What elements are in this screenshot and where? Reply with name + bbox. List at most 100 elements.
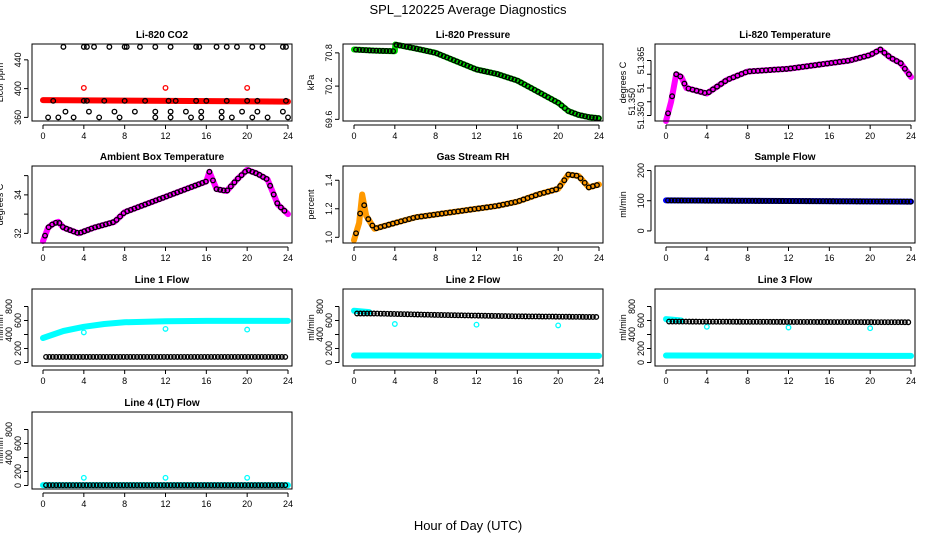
x-tick-label: 16 <box>824 253 834 263</box>
data-point-average <box>760 318 767 325</box>
y-axis-label: ml/min <box>306 314 316 341</box>
data-point-average <box>897 198 904 205</box>
x-tick-label: 24 <box>906 131 916 141</box>
data-point-average <box>803 198 810 205</box>
data-point-average <box>214 482 221 489</box>
data-point-average <box>762 197 769 204</box>
data-point-average <box>171 353 178 360</box>
data-point-average <box>814 319 821 325</box>
data-point-average <box>445 312 451 319</box>
data-point-average <box>790 318 797 325</box>
data-point-average <box>70 114 77 121</box>
data-point-average <box>366 47 373 54</box>
data-point-average <box>193 97 200 104</box>
panel-title: Line 2 Flow <box>446 275 501 286</box>
data-point-average <box>557 183 564 189</box>
data-point-average <box>43 482 50 489</box>
data-point-average <box>277 204 284 211</box>
data-point-average <box>367 310 374 317</box>
x-tick-label: 8 <box>122 499 127 509</box>
data-point-average <box>83 482 90 489</box>
data-point-average <box>381 310 387 317</box>
x-tick-label: 16 <box>512 253 522 263</box>
data-point-average <box>434 311 441 318</box>
x-tick-label: 12 <box>471 253 481 263</box>
plot-area <box>663 46 914 124</box>
data-point-average <box>481 68 488 75</box>
data-point-average <box>265 353 272 360</box>
y-tick-label: 0 <box>636 360 646 365</box>
data-point-average <box>885 319 891 326</box>
data-point-average <box>130 482 137 489</box>
data-point-average <box>401 311 408 318</box>
x-tick-label: 8 <box>745 376 750 386</box>
data-point-average <box>703 318 710 325</box>
data-point-average <box>752 197 759 204</box>
data-point-average <box>96 114 103 121</box>
data-point-average <box>525 313 532 320</box>
data-point-average <box>255 482 262 489</box>
data-point-average <box>854 319 861 326</box>
data-point-average <box>461 312 468 319</box>
panel-7: Line 2 Flow ml/min 0 4 8 12 16 20 24 0 20040060080… <box>306 275 604 386</box>
data-point-average <box>586 313 593 320</box>
data-point-average <box>834 319 841 325</box>
x-tick-label: 0 <box>351 376 356 386</box>
data-point-average <box>665 110 671 117</box>
data-point-average <box>681 80 688 87</box>
data-point-average <box>218 108 225 115</box>
data-point-average <box>698 197 705 204</box>
data-point-average <box>559 313 566 320</box>
data-point-average <box>117 482 124 489</box>
data-point-average <box>110 482 117 489</box>
data-point-average <box>671 197 678 204</box>
data-point-average <box>868 319 875 326</box>
data-point-average <box>100 353 107 360</box>
data-point-average <box>455 312 462 319</box>
data-point-average <box>167 114 174 121</box>
y-axis-label: percent <box>306 189 316 220</box>
data-point-average <box>120 353 127 360</box>
data-point-average <box>86 482 93 489</box>
data-point-average <box>494 71 501 78</box>
data-point-average <box>231 353 238 360</box>
x-tick-label: 20 <box>242 131 252 141</box>
data-point-average <box>508 75 514 82</box>
data-point-average <box>172 97 179 104</box>
data-point-raw-outliers <box>80 474 87 481</box>
data-point-average <box>424 311 431 318</box>
data-point-average <box>447 55 454 62</box>
x-tick-label: 8 <box>433 131 438 141</box>
y-tick-label: 0 <box>13 360 23 365</box>
data-point-average <box>193 43 200 50</box>
data-point-average <box>804 318 811 325</box>
data-point-average <box>681 197 688 204</box>
data-point-average <box>238 353 245 360</box>
panel-2: Li-820 Temperature degrees C 0 4 8 12 16 20 24 51… <box>618 30 916 141</box>
data-point-average <box>767 318 774 325</box>
plot-frame <box>654 288 916 367</box>
data-point-average <box>106 43 113 50</box>
data-point-average <box>773 318 780 325</box>
x-tick-label: 12 <box>160 131 170 141</box>
data-point-average <box>228 353 235 360</box>
data-point-average <box>223 43 230 50</box>
data-point-average <box>895 319 902 326</box>
x-tick-label: 12 <box>783 253 793 263</box>
x-tick-label: 16 <box>512 131 522 141</box>
data-point-average <box>363 47 370 54</box>
data-point-average <box>877 46 884 53</box>
data-point-average <box>384 310 391 317</box>
data-point-average <box>283 43 289 50</box>
data-point-average <box>361 202 368 209</box>
data-point-average <box>239 108 246 115</box>
data-point-average <box>745 197 752 204</box>
data-point-average <box>157 482 164 489</box>
y-tick-label: 800 <box>627 299 637 314</box>
data-point-average <box>386 48 393 55</box>
x-tick-label: 0 <box>663 376 668 386</box>
data-point-average <box>80 482 87 489</box>
data-point-average <box>779 198 786 204</box>
data-point-average <box>492 312 499 319</box>
y-tick-label: 600 <box>13 436 23 451</box>
